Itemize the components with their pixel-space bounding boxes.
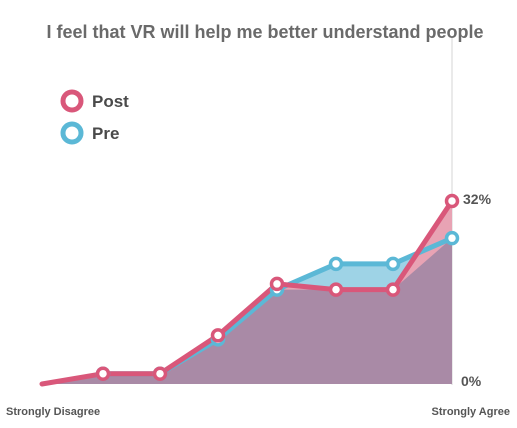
data-point-post-1 <box>95 366 111 381</box>
data-point-pre-6 <box>385 256 401 272</box>
x-label-start: Strongly Disagree <box>6 406 100 418</box>
y-tick-min: 0% <box>461 373 482 389</box>
legend: Post Pre <box>60 89 129 145</box>
data-point-post-7 <box>444 193 460 209</box>
chart-title: I feel that VR will help me better under… <box>46 22 483 42</box>
legend-label-pre: Pre <box>92 124 119 143</box>
data-point-post-4 <box>269 276 285 292</box>
data-point-pre-7 <box>444 230 460 246</box>
legend-label-post: Post <box>92 92 129 111</box>
legend-marker-pre <box>60 121 84 145</box>
areas <box>42 201 452 384</box>
data-point-pre-5 <box>328 256 344 272</box>
data-point-post-3 <box>210 328 226 343</box>
data-point-post-6 <box>385 282 401 297</box>
series-points <box>95 193 460 381</box>
legend-marker-post <box>60 89 84 113</box>
x-label-end: Strongly Agree <box>432 406 510 418</box>
series-line-post <box>39 198 455 387</box>
data-point-post-2 <box>152 366 168 381</box>
series-area-overlap <box>42 238 452 384</box>
y-tick-max: 32% <box>463 191 492 207</box>
data-point-post-5 <box>328 282 344 297</box>
